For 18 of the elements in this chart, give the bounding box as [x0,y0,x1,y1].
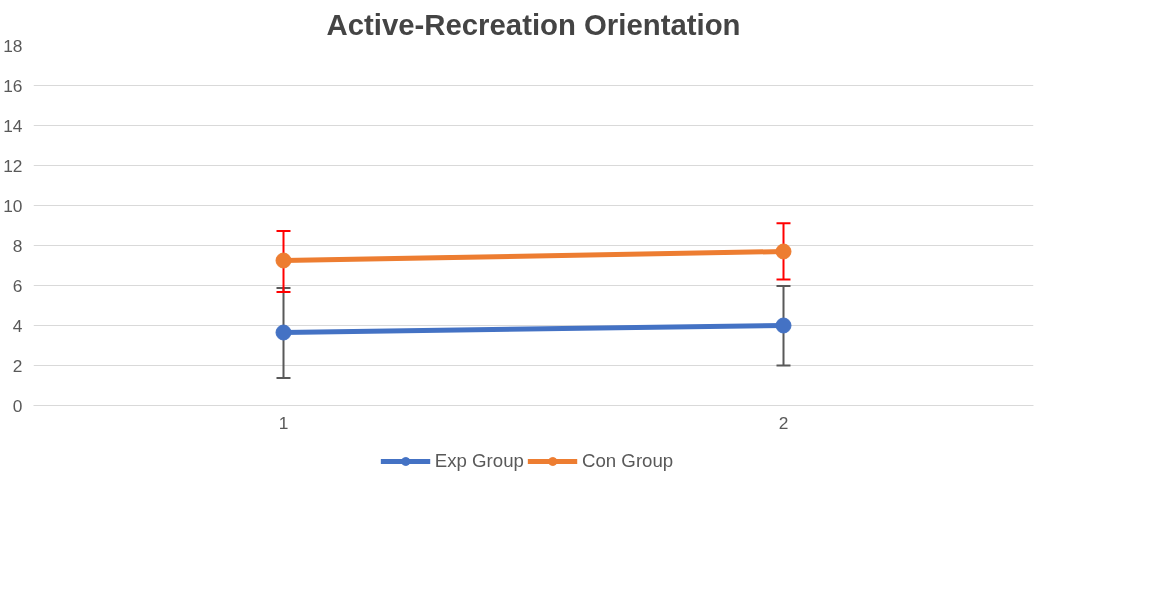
y-tick-label: 12 [3,155,23,176]
point [775,317,792,334]
chart-title: Active-Recreation Orientation [326,7,741,41]
point [275,324,292,341]
y-tick-label: 18 [3,35,23,56]
legend-label: Con Group [581,450,674,472]
y-tick-label: 4 [12,315,23,336]
y-tick-label: 10 [3,195,23,216]
legend-label: Exp Group [434,450,524,472]
y-tick-label: 2 [12,355,23,376]
y-tick-label: 14 [3,115,23,136]
point [275,252,292,269]
y-tick-label: 8 [12,235,23,256]
x-tick-label: 1 [278,412,289,433]
point [775,243,792,260]
y-tick-label: 0 [12,395,23,416]
y-tick-label: 16 [3,75,23,96]
y-tick-label: 6 [12,275,23,296]
